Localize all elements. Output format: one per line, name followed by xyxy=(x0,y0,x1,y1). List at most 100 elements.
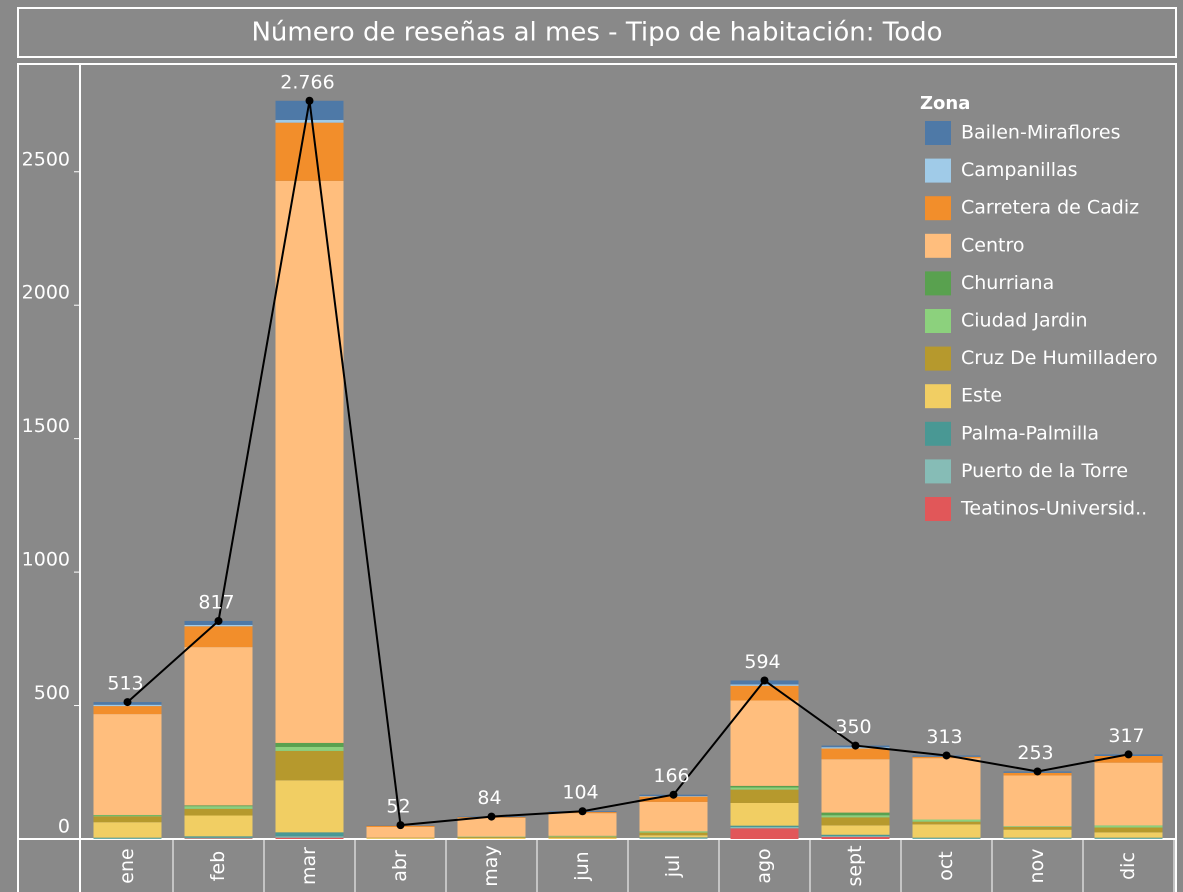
total-label: 104 xyxy=(562,782,598,804)
bar-segment xyxy=(275,100,344,120)
bar-segment xyxy=(275,836,344,838)
bar-segment xyxy=(93,822,162,838)
bar-segment xyxy=(821,836,890,839)
bar-segment xyxy=(275,746,344,751)
x-tick-label: jul xyxy=(662,855,684,879)
bar-segment xyxy=(912,819,981,822)
legend-swatch xyxy=(925,497,951,521)
bar-segment xyxy=(639,835,708,838)
bar-segment xyxy=(366,826,435,838)
total-label: 513 xyxy=(107,673,143,695)
bar-segment xyxy=(639,838,708,839)
legend-swatch xyxy=(925,309,951,333)
total-point xyxy=(123,698,132,707)
legend-label: Carretera de Cadiz xyxy=(961,197,1139,219)
bar-segment xyxy=(93,815,162,817)
total-point xyxy=(1124,750,1133,759)
bar-segment xyxy=(912,758,981,820)
bar-segment xyxy=(548,813,617,836)
y-tick-label: 2000 xyxy=(22,282,70,304)
x-tick-label: sept xyxy=(844,845,866,886)
bar-segment xyxy=(275,742,344,747)
y-tick-label: 0 xyxy=(58,816,70,838)
bar-segment xyxy=(548,837,617,839)
total-point xyxy=(942,751,951,760)
x-tick-label: abr xyxy=(389,850,411,882)
legend-swatch xyxy=(925,346,951,371)
bar-segment xyxy=(184,626,253,648)
bar-segment xyxy=(1003,837,1072,839)
y-tick-label: 1500 xyxy=(22,415,70,437)
x-tick-label: dic xyxy=(1117,852,1139,880)
total-point xyxy=(487,812,496,821)
legend-title: Zona xyxy=(920,93,970,114)
bar-segment xyxy=(821,812,890,816)
bar-segment xyxy=(821,817,890,826)
bar-segment xyxy=(730,785,799,788)
bar-segment xyxy=(1094,838,1163,839)
legend-label: Cruz De Humilladero xyxy=(961,347,1158,369)
bar-segment xyxy=(184,815,253,837)
bar-segment xyxy=(912,838,981,839)
title-box xyxy=(17,7,1177,58)
bar-segment xyxy=(1094,837,1163,839)
bar-segment xyxy=(730,789,799,803)
legend-swatch xyxy=(925,121,951,145)
bar-segment xyxy=(730,802,799,826)
legend-swatch xyxy=(925,271,951,296)
bar-segment xyxy=(730,700,799,786)
bar-segment xyxy=(184,624,253,627)
bar-segment xyxy=(730,828,799,839)
x-tick-label: jun xyxy=(571,851,593,881)
legend-label: Campanillas xyxy=(961,159,1078,181)
bar-segment xyxy=(275,119,344,123)
x-tick-label: feb xyxy=(207,851,229,881)
bar-segment xyxy=(1094,832,1163,838)
legend-swatch xyxy=(925,196,951,221)
bar-segment xyxy=(1003,775,1072,827)
legend-swatch xyxy=(925,421,951,446)
bar-segment xyxy=(93,714,162,815)
bar-segment xyxy=(457,837,526,838)
bar-segment xyxy=(184,837,253,839)
plot-frame xyxy=(17,63,1177,892)
bar-segment xyxy=(639,831,708,833)
bar-segment xyxy=(184,647,253,806)
bar-segment xyxy=(93,816,162,823)
total-label: 817 xyxy=(198,591,234,613)
bar-segment xyxy=(1003,838,1072,839)
bar-segment xyxy=(730,685,799,701)
bar-segment xyxy=(457,836,526,838)
bar-segment xyxy=(275,750,344,781)
total-point xyxy=(669,790,678,799)
x-tick-label: nov xyxy=(1026,849,1048,884)
bar-segment xyxy=(730,826,799,829)
bar-segment xyxy=(639,801,708,832)
bar-segment xyxy=(639,796,708,802)
total-label: 313 xyxy=(926,726,962,748)
total-point xyxy=(396,821,405,830)
bar-segment xyxy=(275,832,344,837)
bar-segment xyxy=(1094,762,1163,826)
total-label: 84 xyxy=(477,787,501,809)
bar-segment xyxy=(93,837,162,839)
bar-segment xyxy=(1094,755,1163,763)
legend-label: Este xyxy=(961,385,1002,407)
total-point xyxy=(851,741,860,750)
bar-segment xyxy=(821,825,890,835)
total-label: 52 xyxy=(386,796,410,818)
legend-label: Teatinos-Universid.. xyxy=(960,498,1147,520)
total-label: 253 xyxy=(1017,742,1053,764)
legend-swatch xyxy=(925,384,951,409)
bar-segment xyxy=(548,835,617,837)
legend-swatch xyxy=(925,158,951,183)
total-point xyxy=(1033,767,1042,776)
x-tick-label: may xyxy=(480,845,502,886)
bar-segment xyxy=(366,837,435,839)
bar-segment xyxy=(548,836,617,838)
total-point xyxy=(578,807,587,816)
bar-segment xyxy=(184,806,253,809)
bar-segment xyxy=(639,832,708,836)
y-tick-label: 2500 xyxy=(22,148,70,170)
